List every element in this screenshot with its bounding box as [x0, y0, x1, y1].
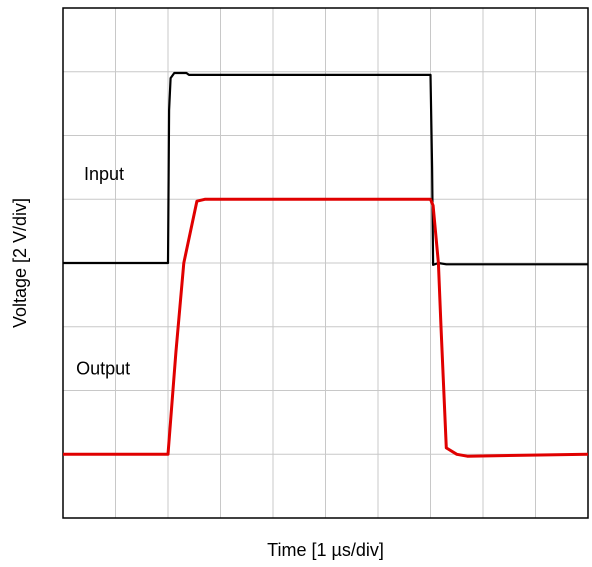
grid: [63, 8, 588, 518]
trace-label-output: Output: [76, 359, 130, 379]
annotations: Input Output: [76, 164, 130, 378]
trace-label-input: Input: [84, 164, 124, 184]
y-axis-label: Voltage [2 V/div]: [10, 198, 30, 328]
series-layer: [63, 71, 589, 458]
series-line-output: [63, 197, 589, 458]
series-line-input: [63, 71, 588, 266]
x-axis-label: Time [1 µs/div]: [267, 540, 384, 560]
